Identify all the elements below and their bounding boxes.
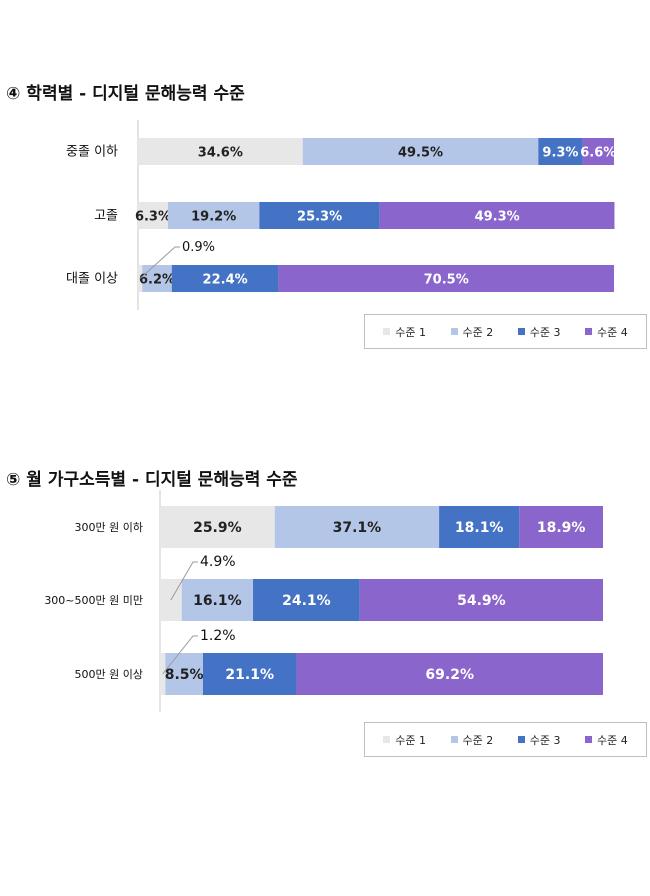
- data-label-callout: 0.9%: [182, 240, 215, 255]
- data-label-callout: 4.9%: [200, 554, 236, 570]
- category-label: 고졸: [94, 209, 118, 224]
- bar-segment: [160, 506, 275, 548]
- data-label: 21.1%: [225, 667, 274, 683]
- category-label: 대졸 이상: [66, 272, 118, 287]
- legend-label-level-1: 수준 1: [395, 733, 426, 747]
- chart-2-legend: 수준 1 수준 2 수준 3 수준 4: [364, 722, 647, 757]
- legend-label-level-3: 수준 3: [529, 325, 561, 339]
- bar-segment: [296, 653, 603, 695]
- callout-leader-line: [139, 246, 180, 279]
- legend-label-level-4: 수준 4: [597, 325, 628, 339]
- bar-segment: [167, 202, 260, 229]
- legend-item-level-3: 수준 3: [517, 732, 561, 748]
- data-label: 25.3%: [297, 210, 342, 225]
- data-label: 24.1%: [282, 593, 331, 609]
- bar-segment: [359, 579, 603, 621]
- data-label: 6.6%: [580, 146, 616, 161]
- legend-label-level-4: 수준 4: [597, 733, 628, 747]
- callout-leader-line: [162, 635, 198, 675]
- legend-swatch-level-3: [517, 736, 525, 743]
- bar-segment: [538, 138, 583, 165]
- bar-segment: [302, 138, 539, 165]
- data-label: 16.1%: [193, 593, 242, 609]
- category-label: 300~500만 원 미만: [44, 594, 143, 607]
- legend-swatch-level-4: [585, 736, 592, 743]
- category-label: 중졸 이하: [66, 145, 118, 160]
- bar-segment: [138, 202, 168, 229]
- data-label: 34.6%: [198, 146, 243, 161]
- legend-label-level-1: 수준 1: [395, 325, 426, 339]
- bar-segment: [202, 653, 297, 695]
- bar-segment: [142, 265, 172, 292]
- chart-1-title: ④ 학력별 - 디지털 문해능력 수준: [6, 84, 245, 104]
- bar-segment: [582, 138, 614, 165]
- bar-segment: [519, 506, 603, 548]
- data-label: 54.9%: [457, 593, 506, 609]
- data-label: 18.9%: [537, 520, 586, 536]
- data-label-callout: 1.2%: [200, 628, 236, 644]
- legend-swatch-level-2: [450, 328, 458, 335]
- data-label: 22.4%: [203, 273, 248, 288]
- data-label: 9.3%: [542, 146, 578, 161]
- bar-segment: [274, 506, 440, 548]
- legend-item-level-4: 수준 4: [585, 324, 628, 340]
- category-label: 300만 원 이하: [75, 520, 143, 534]
- bar-segment: [138, 138, 303, 165]
- legend-swatch-level-1: [383, 328, 391, 335]
- bar-segment: [278, 265, 614, 292]
- bar-segment: [181, 579, 254, 621]
- bar-segment: [253, 579, 360, 621]
- legend-item-level-2: 수준 2: [450, 732, 494, 748]
- bar-segment: [165, 653, 203, 695]
- legend-swatch-level-3: [517, 328, 525, 335]
- data-label: 69.2%: [425, 667, 474, 683]
- bar-segment: [171, 265, 279, 292]
- data-label: 6.3%: [135, 210, 171, 225]
- category-label: 500만 원 이상: [75, 668, 143, 681]
- legend-item-level-1: 수준 1: [383, 324, 426, 340]
- bar-segment: [439, 506, 520, 548]
- legend-label-level-3: 수준 3: [529, 733, 561, 747]
- data-label: 18.1%: [455, 520, 504, 536]
- data-label: 49.3%: [475, 210, 520, 225]
- legend-item-level-1: 수준 1: [383, 732, 426, 748]
- data-label: 19.2%: [191, 210, 236, 225]
- data-label: 49.5%: [398, 146, 443, 161]
- legend-item-level-2: 수준 2: [450, 324, 494, 340]
- bar-segment: [379, 202, 615, 229]
- data-label: 25.9%: [193, 520, 242, 536]
- legend-label-level-2: 수준 2: [462, 733, 494, 747]
- data-label: 8.5%: [165, 667, 204, 683]
- legend-label-level-2: 수준 2: [462, 325, 494, 339]
- legend-swatch-level-4: [585, 328, 592, 335]
- data-label: 6.2%: [139, 273, 175, 288]
- legend-item-level-4: 수준 4: [585, 732, 628, 748]
- callout-leader-line: [170, 561, 198, 601]
- chart-2-title: ⑤ 월 가구소득별 - 디지털 문해능력 수준: [6, 470, 298, 490]
- data-label: 37.1%: [333, 520, 382, 536]
- chart-1-legend: 수준 1 수준 2 수준 3 수준 4: [364, 314, 647, 349]
- bar-segment: [259, 202, 380, 229]
- legend-swatch-level-2: [450, 736, 458, 743]
- data-label: 70.5%: [424, 273, 469, 288]
- legend-item-level-3: 수준 3: [517, 324, 561, 340]
- bar-segment: [160, 653, 166, 695]
- legend-swatch-level-1: [383, 736, 391, 743]
